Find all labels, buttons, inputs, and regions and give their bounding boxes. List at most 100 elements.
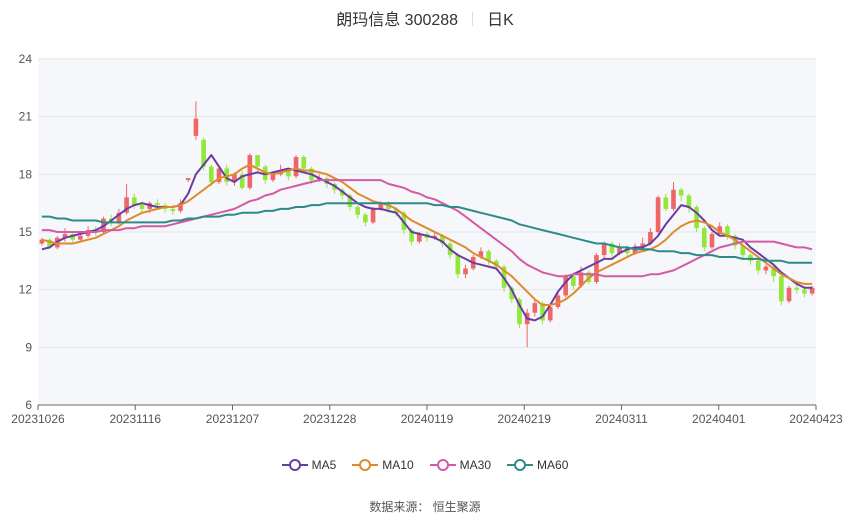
candle-body — [563, 276, 568, 296]
legend-marker-icon — [281, 459, 308, 471]
candle-body — [671, 189, 676, 209]
candle-body — [393, 208, 399, 213]
candle-body — [209, 166, 214, 183]
candle-body — [547, 306, 553, 321]
candle-body — [409, 230, 414, 242]
candle-body — [794, 287, 800, 290]
title-divider — [472, 12, 474, 26]
legend-label: MA5 — [311, 458, 337, 472]
data-source: 数据来源： 恒生聚源 — [369, 500, 481, 514]
legend-item-ma10[interactable]: MA10 — [352, 458, 414, 472]
x-tick-label: 20240219 — [498, 412, 552, 426]
period-label: 日K — [487, 12, 514, 29]
legend-marker-icon — [352, 459, 379, 471]
candle-body — [378, 203, 384, 209]
legend-label: MA30 — [459, 458, 492, 472]
candle-body — [601, 243, 607, 256]
candle-body — [170, 208, 176, 211]
candle-body — [617, 247, 622, 254]
candle-body — [155, 203, 160, 206]
candle-body — [779, 276, 784, 302]
candle-body — [193, 118, 199, 136]
candle-body — [578, 272, 584, 286]
candle-body — [509, 287, 515, 300]
candle-body — [609, 243, 615, 254]
y-tick-label: 9 — [25, 340, 32, 354]
y-tick-label: 24 — [19, 52, 33, 66]
candle-body — [709, 233, 715, 248]
candle-body — [363, 214, 368, 223]
candle-body — [270, 174, 276, 181]
candle-body — [648, 232, 653, 244]
candle-body — [486, 251, 491, 261]
candle-body — [694, 207, 699, 229]
candle-body — [247, 155, 253, 188]
legend-label: MA60 — [537, 458, 569, 472]
x-tick-label: 20240119 — [401, 412, 454, 426]
candle-body — [239, 174, 245, 188]
y-tick-label: 21 — [19, 110, 33, 124]
chart-legend: MA5 MA10 MA30 MA60 — [0, 458, 850, 475]
candle-body — [178, 203, 183, 211]
candlestick-chart: 6 9 12 15 18 21 24 20231026 20231116 20231207 2023… — [11, 52, 843, 426]
x-tick-label: 20240311 — [595, 412, 648, 426]
candle-body — [201, 139, 206, 167]
candle-body — [39, 239, 45, 244]
candle-body — [232, 174, 237, 183]
candle-body — [455, 255, 461, 275]
ma30-line — [41, 179, 813, 278]
ma10-line — [41, 163, 813, 306]
candle-body — [124, 197, 129, 213]
candle-body — [293, 157, 299, 177]
y-tick-label: 15 — [19, 225, 33, 239]
candle-body — [216, 168, 222, 183]
candle-body — [347, 195, 353, 208]
candle-body — [532, 303, 538, 313]
candle-body — [286, 170, 291, 177]
x-tick-label: 20231116 — [109, 412, 161, 426]
candle-body — [370, 208, 376, 223]
candle-body — [416, 233, 422, 242]
y-tick-label: 12 — [19, 283, 33, 297]
candle-body — [771, 266, 776, 277]
legend-item-ma5[interactable]: MA5 — [281, 458, 337, 472]
candle-body — [655, 197, 661, 232]
candle-body — [301, 157, 307, 169]
legend-item-ma60[interactable]: MA60 — [507, 458, 568, 472]
candle-body — [47, 239, 52, 248]
candle-body — [478, 251, 484, 257]
candle-body — [185, 178, 191, 181]
candle-body — [663, 197, 669, 209]
candle-body — [786, 287, 792, 302]
candle-body — [355, 207, 360, 215]
y-tick-label: 6 — [25, 398, 32, 412]
candle-body — [571, 276, 576, 286]
x-tick-label: 20231026 — [11, 412, 65, 426]
y-tick-label: 18 — [19, 167, 33, 181]
candle-body — [725, 226, 730, 236]
candle-body — [62, 233, 68, 238]
candle-body — [116, 212, 122, 223]
candle-body — [740, 245, 746, 256]
candle-body — [809, 287, 815, 294]
legend-label: MA10 — [382, 458, 414, 472]
candle-body — [594, 255, 599, 282]
candle-body — [678, 189, 684, 196]
candle-body — [701, 228, 707, 248]
candle-body — [78, 235, 83, 240]
legend-item-ma30[interactable]: MA30 — [429, 458, 492, 472]
stock-name-code: 朗玛信息 300288 — [336, 12, 459, 29]
x-tick-label: 20240423 — [789, 412, 843, 426]
candle-body — [640, 243, 645, 248]
legend-marker-icon — [429, 459, 456, 471]
candle-body — [686, 195, 692, 208]
legend-marker-icon — [507, 459, 534, 471]
candle-body — [755, 260, 761, 271]
candle-body — [555, 295, 561, 307]
x-tick-label: 20231207 — [206, 412, 260, 426]
candle-body — [540, 303, 545, 321]
candle-body — [255, 155, 260, 167]
ma60-line — [41, 202, 813, 264]
chart-title: 朗玛信息 300288 日K — [0, 6, 850, 30]
candle-body — [517, 299, 522, 325]
